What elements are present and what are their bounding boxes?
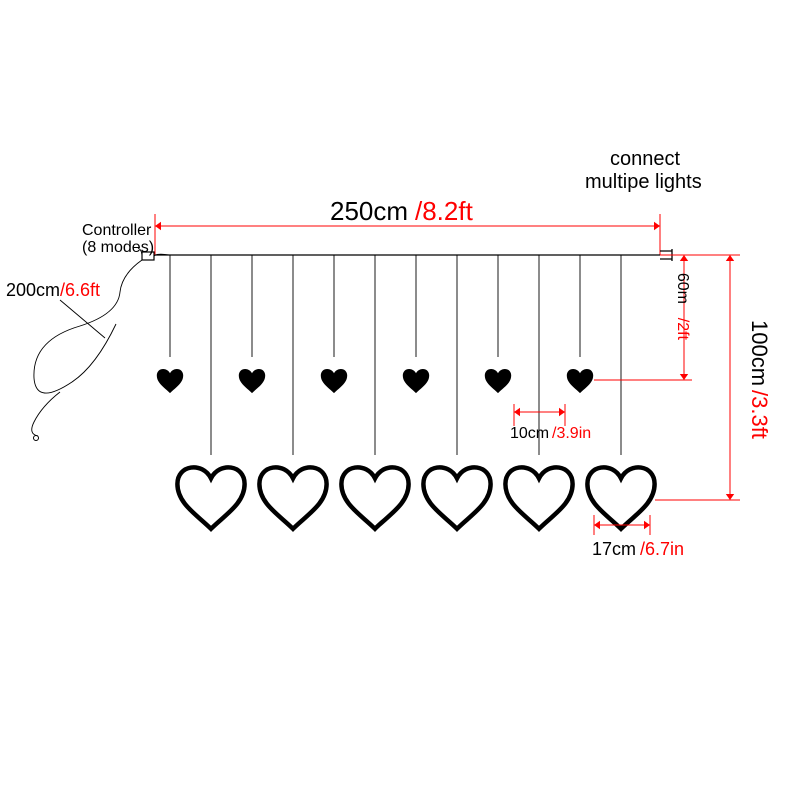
label-controller-1: Controller	[82, 222, 152, 239]
big-heart-9	[505, 467, 572, 528]
label-big-cm: 17cm	[592, 539, 636, 559]
diagram-root: connectmultipe lights 250cm/8.2ft Controll…	[0, 0, 800, 800]
small-heart-6	[403, 369, 429, 393]
label-connect-1: connect	[610, 148, 680, 170]
label-cord-ft: /6.6ft	[60, 280, 100, 300]
big-heart-3	[259, 467, 326, 528]
small-heart-10	[567, 369, 593, 393]
label-small-cm: 60m	[674, 273, 691, 304]
small-heart-0	[157, 369, 183, 393]
label-spacing-cm: 10cm	[510, 425, 549, 442]
label-width-cm: 250cm	[330, 196, 408, 226]
label-big-ft: /6.7in	[640, 539, 684, 559]
big-heart-1	[177, 467, 244, 528]
small-heart-4	[321, 369, 347, 393]
small-heart-2	[239, 369, 265, 393]
label-height-ft: /3.3ft	[747, 390, 772, 439]
label-connect-2: multipe lights	[585, 171, 702, 193]
label-width-ft: /8.2ft	[415, 196, 474, 226]
label-spacing-ft: /3.9in	[552, 425, 591, 442]
label-small-ft: /2ft	[674, 318, 691, 341]
big-heart-7	[423, 467, 490, 528]
label-cord-cm: 200cm	[6, 280, 60, 300]
label-controller-2: (8 modes)	[82, 239, 154, 256]
label-height-cm: 100cm	[747, 320, 772, 386]
big-heart-5	[341, 467, 408, 528]
small-heart-8	[485, 369, 511, 393]
big-heart-11	[587, 467, 654, 528]
